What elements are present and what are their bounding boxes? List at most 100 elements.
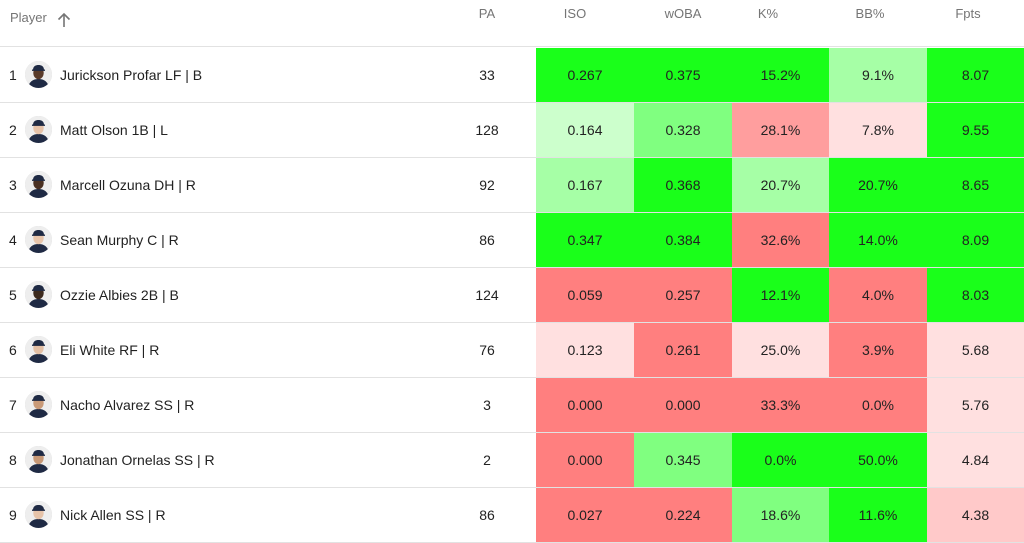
column-header-iso[interactable]: ISO [563,6,587,21]
k-pct-cell: 12.1% [732,268,829,322]
table-row[interactable]: 9 Nick Allen SS | R 86 0.027 0.224 18.6% 11.6%… [0,488,1024,543]
bb-pct-cell: 7.8% [829,103,927,157]
k-pct-cell: 0.0% [732,433,829,487]
pa-cell: 2 [483,452,491,468]
player-name-link[interactable]: Matt Olson 1B | L [60,122,168,138]
batting-order-number: 1 [9,67,17,83]
player-name-link[interactable]: Ozzie Albies 2B | B [60,287,179,303]
table-row[interactable]: 1 Jurickson Profar LF | B 33 0.267 0.375 15.2… [0,48,1024,103]
bb-pct-cell: 11.6% [829,488,927,542]
player-name-link[interactable]: Nick Allen SS | R [60,507,166,523]
woba-cell: 0.224 [634,488,732,542]
fpts-cell: 5.68 [927,323,1024,377]
iso-cell: 0.123 [536,323,634,377]
player-name-link[interactable]: Eli White RF | R [60,342,160,358]
batting-order-number: 9 [9,507,17,523]
table-row[interactable]: 8 Jonathan Ornelas SS | R 2 0.000 0.345 0.0% 5… [0,433,1024,488]
player-headshot-icon [25,501,52,528]
pa-cell: 92 [479,177,495,193]
bb-pct-cell: 3.9% [829,323,927,377]
fpts-cell: 8.07 [927,48,1024,102]
bb-pct-cell: 0.0% [829,378,927,432]
pa-cell: 86 [479,507,495,523]
iso-cell: 0.267 [536,48,634,102]
iso-cell: 0.059 [536,268,634,322]
table-row[interactable]: 4 Sean Murphy C | R 86 0.347 0.384 32.6% 14.0%… [0,213,1024,268]
k-pct-cell: 20.7% [732,158,829,212]
k-pct-cell: 28.1% [732,103,829,157]
column-header-woba[interactable]: wOBA [664,6,702,21]
woba-cell: 0.257 [634,268,732,322]
k-pct-cell: 15.2% [732,48,829,102]
player-name-link[interactable]: Jurickson Profar LF | B [60,67,203,83]
table-row[interactable]: 7 Nacho Alvarez SS | R 3 0.000 0.000 33.3% 0.0… [0,378,1024,433]
bb-pct-cell: 4.0% [829,268,927,322]
player-headshot-icon [25,116,52,143]
fpts-cell: 8.03 [927,268,1024,322]
batting-order-number: 7 [9,397,17,413]
pa-cell: 124 [475,287,499,303]
iso-cell: 0.167 [536,158,634,212]
player-headshot-icon [25,171,52,198]
column-header-player[interactable]: Player [10,6,71,28]
batting-order-number: 2 [9,122,17,138]
table-row[interactable]: 5 Ozzie Albies 2B | B 124 0.059 0.257 12.1% 4.… [0,268,1024,323]
bb-pct-cell: 9.1% [829,48,927,102]
batting-order-number: 6 [9,342,17,358]
pa-cell: 128 [475,122,499,138]
iso-cell: 0.347 [536,213,634,267]
woba-cell: 0.375 [634,48,732,102]
bb-pct-cell: 14.0% [829,213,927,267]
player-headshot-icon [25,226,52,253]
table-row[interactable]: 3 Marcell Ozuna DH | R 92 0.167 0.368 20.7% 20… [0,158,1024,213]
woba-cell: 0.328 [634,103,732,157]
arrow-up-icon[interactable] [57,12,71,28]
woba-cell: 0.368 [634,158,732,212]
player-name-link[interactable]: Jonathan Ornelas SS | R [60,452,215,468]
player-headshot-icon [25,336,52,363]
fpts-cell: 9.55 [927,103,1024,157]
batting-order-number: 3 [9,177,17,193]
player-headshot-icon [25,61,52,88]
player-name-link[interactable]: Sean Murphy C | R [60,232,179,248]
iso-cell: 0.000 [536,378,634,432]
pa-cell: 33 [479,67,495,83]
table-row[interactable]: 6 Eli White RF | R 76 0.123 0.261 25.0% 3.9% 5.… [0,323,1024,378]
player-name-link[interactable]: Marcell Ozuna DH | R [60,177,196,193]
k-pct-cell: 25.0% [732,323,829,377]
player-name-link[interactable]: Nacho Alvarez SS | R [60,397,195,413]
player-headshot-icon [25,281,52,308]
table-header: Player PA ISO wOBA K% BB% Fpts [0,0,1024,47]
fpts-cell: 8.65 [927,158,1024,212]
batting-order-number: 5 [9,287,17,303]
player-headshot-icon [25,446,52,473]
column-header-k-pct[interactable]: K% [757,6,779,21]
iso-cell: 0.027 [536,488,634,542]
pa-cell: 76 [479,342,495,358]
woba-cell: 0.261 [634,323,732,377]
pa-cell: 86 [479,232,495,248]
woba-cell: 0.384 [634,213,732,267]
fpts-cell: 8.09 [927,213,1024,267]
fpts-cell: 4.84 [927,433,1024,487]
k-pct-cell: 18.6% [732,488,829,542]
k-pct-cell: 33.3% [732,378,829,432]
column-header-player-label: Player [10,9,47,25]
column-header-pa[interactable]: PA [478,6,496,21]
column-header-bb-pct[interactable]: BB% [855,6,885,21]
woba-cell: 0.345 [634,433,732,487]
fpts-cell: 4.38 [927,488,1024,542]
batting-order-number: 4 [9,232,17,248]
iso-cell: 0.000 [536,433,634,487]
table-row[interactable]: 2 Matt Olson 1B | L 128 0.164 0.328 28.1% 7.8%… [0,103,1024,158]
k-pct-cell: 32.6% [732,213,829,267]
bb-pct-cell: 50.0% [829,433,927,487]
batting-order-number: 8 [9,452,17,468]
pa-cell: 3 [483,397,491,413]
player-headshot-icon [25,391,52,418]
iso-cell: 0.164 [536,103,634,157]
fpts-cell: 5.76 [927,378,1024,432]
column-header-fpts[interactable]: Fpts [955,6,981,21]
bb-pct-cell: 20.7% [829,158,927,212]
